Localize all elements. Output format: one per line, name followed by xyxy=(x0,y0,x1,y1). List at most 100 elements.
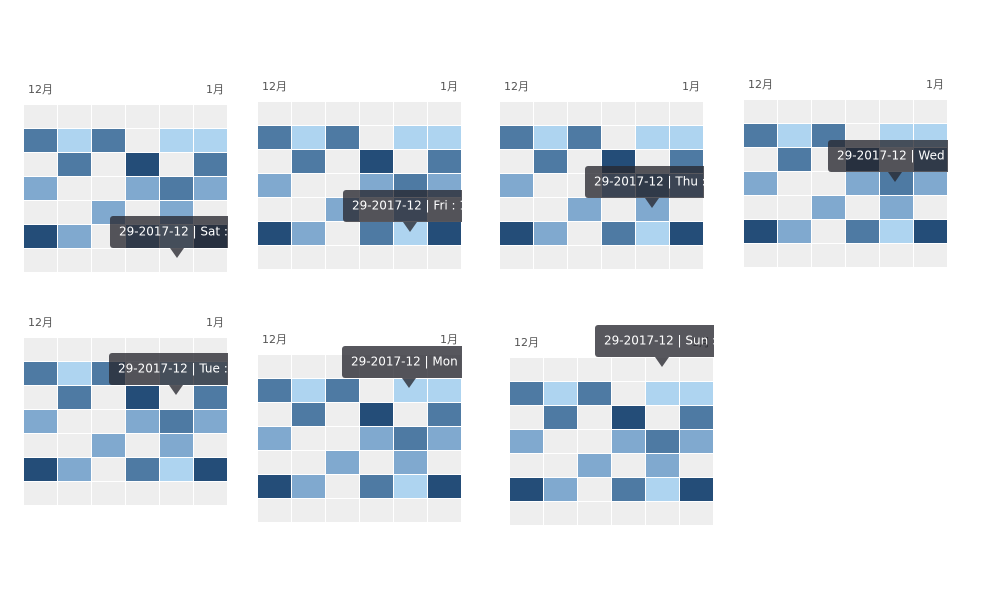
tooltip-arrow xyxy=(888,172,902,182)
heatmap-cell xyxy=(778,220,811,243)
heatmap-cell xyxy=(744,100,777,123)
heatmap-cell xyxy=(394,427,427,450)
heatmap-cell xyxy=(428,102,461,125)
heatmap-cell xyxy=(126,153,159,176)
heatmap-cell xyxy=(534,174,567,197)
tooltip xyxy=(585,166,704,198)
heatmap-cell xyxy=(602,198,635,221)
heatmap-cell xyxy=(58,434,91,457)
heatmap-cell xyxy=(744,148,777,171)
heatmap-cell xyxy=(812,220,845,243)
heatmap-cell xyxy=(258,427,291,450)
heatmap-cell xyxy=(160,386,193,409)
heatmap-cell xyxy=(360,499,393,522)
heatmap-cell xyxy=(880,172,913,195)
heatmap-cell xyxy=(428,427,461,450)
tooltip-arrow xyxy=(645,198,659,208)
heatmap-cell xyxy=(914,220,947,243)
heatmap-cell xyxy=(194,410,227,433)
heatmap-cell xyxy=(24,129,57,152)
heatmap-cell xyxy=(680,382,713,405)
tooltip-arrow xyxy=(402,378,416,388)
heatmap-cell xyxy=(24,105,57,128)
heatmap-cell xyxy=(292,222,325,245)
month-label: 12月 xyxy=(504,80,529,93)
heatmap-cell xyxy=(258,174,291,197)
heatmap-cell xyxy=(58,362,91,385)
heatmap-cell xyxy=(292,475,325,498)
heatmap-cell xyxy=(680,406,713,429)
heatmap-cell xyxy=(394,246,427,269)
heatmap-cell xyxy=(326,475,359,498)
heatmap-cell xyxy=(680,502,713,525)
heatmap-cell xyxy=(394,499,427,522)
heatmap-cell xyxy=(778,244,811,267)
heatmap-cell xyxy=(360,379,393,402)
heatmap-cell xyxy=(636,222,669,245)
heatmap-cell xyxy=(258,222,291,245)
month-label: 1月 xyxy=(206,316,224,329)
heatmap-cell xyxy=(194,434,227,457)
heatmap-cell xyxy=(292,174,325,197)
heatmap-panel: 12月 1月 29-2017-12 | Tue : 0 xyxy=(24,316,239,505)
tooltip-arrow xyxy=(403,222,417,232)
tooltip-text: 29-2017-12 | Tue : 0 xyxy=(118,362,239,376)
heatmap-cell xyxy=(914,244,947,267)
heatmap-cell xyxy=(646,502,679,525)
heatmap-cell xyxy=(568,222,601,245)
heatmap-cell xyxy=(500,198,533,221)
heatmap-cell xyxy=(534,222,567,245)
heatmap-cell xyxy=(24,177,57,200)
heatmap-cell xyxy=(670,246,703,269)
heatmap-cell xyxy=(612,502,645,525)
heatmap-cell xyxy=(292,126,325,149)
heatmap-cell xyxy=(646,358,679,381)
heatmap-cell xyxy=(812,100,845,123)
heatmap-cell xyxy=(194,386,227,409)
heatmap-cell xyxy=(326,427,359,450)
heatmap-cell xyxy=(670,222,703,245)
heatmap-cell xyxy=(58,482,91,505)
heatmap-cell xyxy=(744,244,777,267)
month-label: 1月 xyxy=(440,80,458,93)
heatmap-cell xyxy=(428,451,461,474)
heatmap-cell xyxy=(778,196,811,219)
heatmap-cell xyxy=(258,198,291,221)
heatmap-cell xyxy=(24,410,57,433)
heatmap-cell xyxy=(612,358,645,381)
heatmap-cell xyxy=(394,222,427,245)
heatmap-cell xyxy=(24,482,57,505)
heatmap-cell xyxy=(744,220,777,243)
heatmap-cell xyxy=(292,246,325,269)
tooltip-text: 29-2017-12 | Sat : 0 xyxy=(119,225,239,239)
heatmap-cell xyxy=(394,102,427,125)
heatmap-cell xyxy=(258,150,291,173)
heatmap-cell xyxy=(326,126,359,149)
heatmap-panel: 12月 1月 29-2017-12 | Fri : 19 xyxy=(258,80,462,269)
heatmap-cell xyxy=(812,244,845,267)
heatmap-cell xyxy=(24,434,57,457)
heatmap-cell xyxy=(914,196,947,219)
tooltip xyxy=(595,325,714,357)
month-label: 1月 xyxy=(682,80,700,93)
heatmap-cell xyxy=(126,129,159,152)
heatmap-cell xyxy=(578,430,611,453)
heatmap-cell xyxy=(24,225,57,248)
heatmap-cell xyxy=(778,124,811,147)
heatmap-cell xyxy=(568,198,601,221)
heatmap-cell xyxy=(534,150,567,173)
heatmap-cell xyxy=(394,475,427,498)
heatmap-cell xyxy=(744,172,777,195)
heatmap-cell xyxy=(510,478,543,501)
heatmap-cell xyxy=(636,198,669,221)
heatmap-cell xyxy=(680,478,713,501)
heatmap-cell xyxy=(360,246,393,269)
heatmap-cell xyxy=(126,249,159,272)
heatmap-cell xyxy=(646,382,679,405)
heatmap-cell xyxy=(326,246,359,269)
tooltip-text: 29-2017-12 | Thu : 2 xyxy=(594,175,717,189)
tooltip-arrow xyxy=(655,357,669,367)
heatmap-cell xyxy=(394,451,427,474)
heatmap-cell xyxy=(578,478,611,501)
heatmap-cell xyxy=(394,126,427,149)
